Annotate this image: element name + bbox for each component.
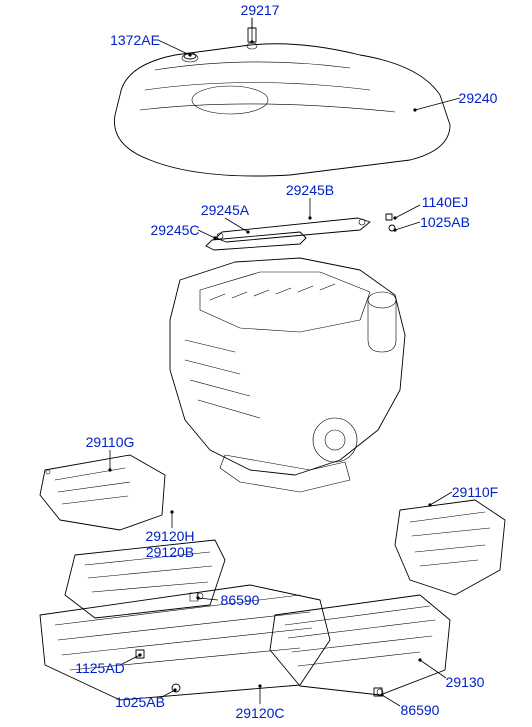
diagram-drawing bbox=[0, 0, 532, 727]
callout-1125AD: 1125AD bbox=[75, 660, 125, 676]
callout-29217: 29217 bbox=[241, 2, 280, 18]
callout-1025ABb: 1025AB bbox=[115, 694, 165, 710]
callout-29245B: 29245B bbox=[286, 182, 334, 198]
callout-29245A: 29245A bbox=[201, 202, 249, 218]
callout-29240: 29240 bbox=[459, 90, 498, 106]
callout-29120B: 29120B bbox=[146, 544, 194, 560]
callout-29120C: 29120C bbox=[235, 705, 284, 721]
callout-1025ABa: 1025AB bbox=[420, 214, 470, 230]
callout-29110G: 29110G bbox=[86, 434, 135, 450]
callout-29130: 29130 bbox=[446, 674, 485, 690]
callout-1140EJ: 1140EJ bbox=[422, 194, 468, 210]
callout-86590a: 86590 bbox=[221, 592, 260, 608]
callout-86590b: 86590 bbox=[401, 702, 440, 718]
callout-29245C: 29245C bbox=[150, 222, 199, 238]
callout-29120H: 29120H bbox=[145, 528, 194, 544]
callout-29110F: 29110F bbox=[452, 484, 498, 500]
callout-1372AE: 1372AE bbox=[110, 32, 160, 48]
